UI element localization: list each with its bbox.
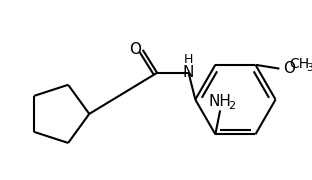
Text: 3: 3 (306, 63, 312, 73)
Text: O: O (129, 42, 141, 57)
Text: O: O (283, 61, 295, 76)
Text: 2: 2 (228, 101, 235, 111)
Text: CH: CH (289, 57, 310, 71)
Text: H: H (184, 53, 193, 66)
Text: N: N (183, 65, 194, 80)
Text: NH: NH (209, 94, 232, 109)
